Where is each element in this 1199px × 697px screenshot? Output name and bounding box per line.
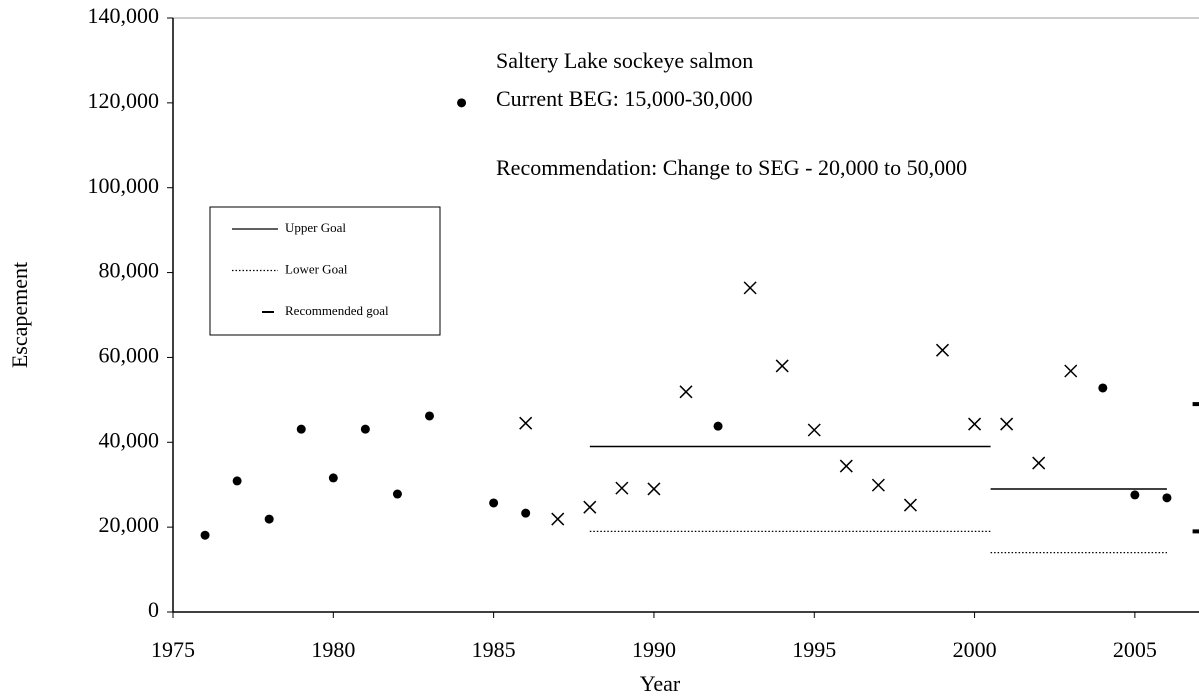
data-point xyxy=(1032,456,1046,470)
x-tick-label: 1995 xyxy=(792,637,836,662)
data-point xyxy=(232,476,242,486)
legend-label: Upper Goal xyxy=(285,220,346,235)
legend-label: Recommended goal xyxy=(285,303,389,318)
x-tick-label: 1975 xyxy=(151,637,195,662)
data-point xyxy=(392,489,402,499)
legend-label: Lower Goal xyxy=(285,261,348,276)
data-point xyxy=(264,514,274,524)
data-point xyxy=(1130,490,1140,500)
data-point xyxy=(519,416,533,430)
data-point xyxy=(935,343,950,357)
data-point xyxy=(713,421,723,431)
y-tick-label: 20,000 xyxy=(99,512,160,537)
data-point xyxy=(583,500,597,514)
data-point xyxy=(1064,364,1078,378)
x-tick-label: 1990 xyxy=(632,637,676,662)
annotation: Current BEG: 15,000-30,000 xyxy=(496,86,753,111)
data-point xyxy=(425,411,434,421)
y-tick-label: 120,000 xyxy=(88,88,160,113)
x-tick-label: 1985 xyxy=(472,637,516,662)
data-point xyxy=(743,281,757,295)
data-point xyxy=(551,512,565,526)
data-point xyxy=(775,359,789,373)
annotation: Recommendation: Change to SEG - 20,000 t… xyxy=(496,155,967,180)
y-tick-label: 140,000 xyxy=(88,3,160,28)
y-axis-label: Escapement xyxy=(7,262,32,368)
data-point xyxy=(839,459,853,473)
data-point xyxy=(679,385,693,399)
x-axis-label: Year xyxy=(640,671,681,696)
x-tick-label: 1980 xyxy=(311,637,355,662)
x-tick-label: 2005 xyxy=(1113,637,1157,662)
data-point xyxy=(871,478,885,492)
data-point xyxy=(457,98,467,108)
y-tick-label: 40,000 xyxy=(99,427,160,452)
x-tick-label: 2000 xyxy=(953,637,997,662)
data-point xyxy=(489,498,499,508)
data-point xyxy=(1162,493,1172,503)
legend: Upper Goal Lower Goal Recommended goal xyxy=(209,206,441,336)
y-tick-label: 100,000 xyxy=(88,173,160,198)
data-point xyxy=(903,498,917,512)
data-point xyxy=(328,473,338,483)
data-point xyxy=(647,482,661,496)
y-tick-label: 0 xyxy=(148,597,159,622)
data-point xyxy=(1000,417,1014,431)
legend-box xyxy=(209,206,441,336)
data-point xyxy=(615,481,629,495)
data-point xyxy=(807,423,821,437)
data-point xyxy=(200,530,210,540)
annotation: Saltery Lake sockeye salmon xyxy=(496,48,753,73)
data-point xyxy=(521,508,531,518)
data-point xyxy=(968,417,982,431)
data-point xyxy=(360,424,370,434)
data-point xyxy=(1098,383,1108,393)
data-point xyxy=(296,424,306,434)
y-tick-label: 60,000 xyxy=(99,342,160,367)
y-tick-label: 80,000 xyxy=(99,258,160,283)
